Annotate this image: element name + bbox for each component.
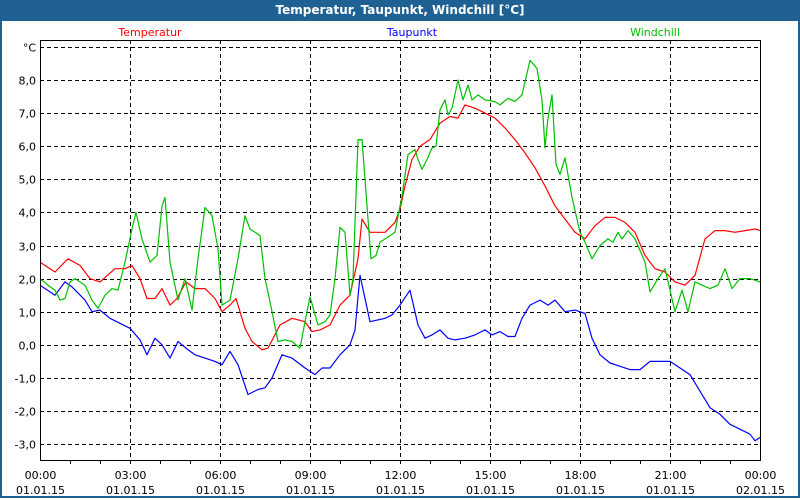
y-tick-label: 3,0: [19, 241, 37, 254]
y-tick-label: 8,0: [19, 75, 37, 88]
y-tick-label: °C: [23, 42, 37, 55]
y-tick-label: 7,0: [19, 108, 37, 121]
x-tick-time: 00:00: [25, 469, 57, 482]
axes: °C 8,0 7,0 6,0 5,0 4,0 3,0 2,0 1,0 0,0 -1,0 -2,0 -3,…: [15, 42, 785, 498]
x-tick-time: 15:00: [475, 469, 507, 482]
y-tick-label: -1,0: [15, 373, 36, 386]
x-tick-time: 00:00: [745, 469, 777, 482]
x-tick-time: 09:00: [295, 469, 327, 482]
series-line-temperatur: [39, 104, 761, 351]
x-tick-time: 06:00: [205, 469, 237, 482]
x-tick-time: 03:00: [115, 469, 147, 482]
y-tick-label: 5,0: [19, 174, 37, 187]
legend-taupunkt: Taupunkt: [386, 26, 438, 39]
y-tick-label: 6,0: [19, 141, 37, 154]
x-tick-date: 01.01.15: [196, 484, 245, 497]
y-tick-label: 0,0: [19, 340, 37, 353]
grid: [40, 40, 760, 460]
legend: Temperatur Taupunkt Windchill: [117, 26, 680, 39]
y-tick-label: 1,0: [19, 307, 37, 320]
x-tick-date: 01.01.15: [466, 484, 515, 497]
y-tick-label: -3,0: [15, 439, 36, 452]
y-tick-label: 2,0: [19, 274, 37, 287]
x-tick-date: 01.01.15: [556, 484, 605, 497]
legend-temperatur: Temperatur: [117, 26, 182, 39]
window-title: Temperatur, Taupunkt, Windchill [°C]: [0, 0, 800, 21]
legend-windchill: Windchill: [630, 26, 680, 39]
x-tick-time: 21:00: [655, 469, 687, 482]
series-line-taupunkt: [39, 274, 761, 442]
x-tick-time: 18:00: [565, 469, 597, 482]
x-tick-time: 12:00: [385, 469, 417, 482]
x-tick-date: 02.01.15: [736, 484, 785, 497]
series-lines: [39, 59, 761, 442]
x-tick-date: 01.01.15: [286, 484, 335, 497]
x-tick-date: 01.01.15: [646, 484, 695, 497]
x-tick-date: 01.01.15: [106, 484, 155, 497]
y-tick-label: -2,0: [15, 406, 36, 419]
y-tick-label: 4,0: [19, 207, 37, 220]
x-tick-date: 01.01.15: [16, 484, 65, 497]
x-tick-date: 01.01.15: [376, 484, 425, 497]
series-line-windchill: [39, 59, 761, 349]
